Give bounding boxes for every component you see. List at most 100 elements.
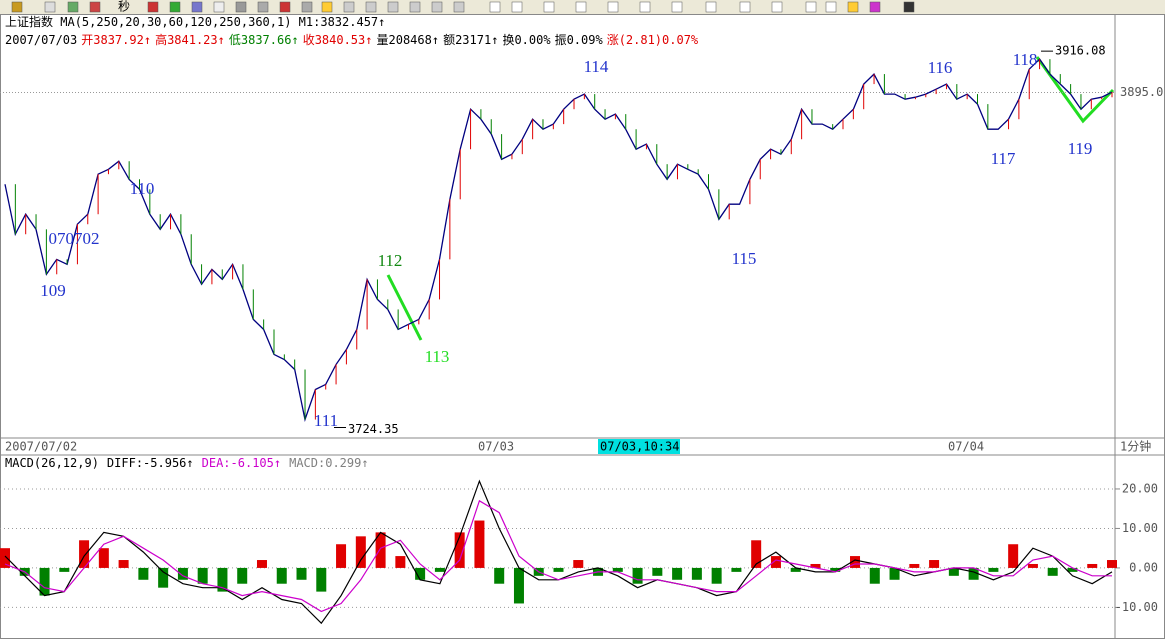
macd-bar <box>1107 560 1117 568</box>
macd-title: MACD(26,12,9) <box>5 456 99 470</box>
extreme-label: 3724.35 <box>348 422 399 436</box>
info-item: 涨(2.81)0.07% <box>607 32 699 47</box>
macd-bar <box>217 567 228 592</box>
period-label: 1分钟 <box>1120 439 1151 454</box>
macd-bar <box>1067 567 1078 572</box>
info-item: 开3837.92↑ <box>81 33 151 47</box>
macd-bar <box>454 532 465 568</box>
readout: M1:3832.457↑ <box>299 15 386 29</box>
title: 上证指数 <box>5 14 53 29</box>
wave-label: 109 <box>40 281 66 300</box>
macd-line <box>4 479 1113 625</box>
info-item: 振0.09% <box>555 33 604 47</box>
legend-item: DIFF:-5.956↑ <box>107 456 194 470</box>
date-label: 07/03,10:34 <box>600 440 679 454</box>
macd-bar <box>316 567 327 592</box>
y-tick-label: 10.00 <box>1122 521 1158 535</box>
wave-label: 070702 <box>49 229 100 248</box>
macd-bar <box>1047 567 1058 576</box>
macd-bar <box>474 520 485 568</box>
macd-bar <box>158 567 169 588</box>
macd-bar <box>968 567 979 580</box>
macd-bar <box>513 567 524 604</box>
info-item: 换0.00% <box>502 33 551 47</box>
macd-bar <box>138 567 149 580</box>
macd-bar <box>751 540 762 568</box>
macd-bar <box>810 563 821 568</box>
wave-label: 111 <box>314 411 338 430</box>
macd-bar <box>1008 544 1019 568</box>
frame <box>0 14 1165 639</box>
macd-bar <box>1027 563 1038 568</box>
macd-bar <box>39 567 50 596</box>
macd-bar <box>553 567 564 572</box>
wave-label: 112 <box>378 251 403 270</box>
extreme-label: 3916.08 <box>1055 44 1106 58</box>
macd-bar <box>79 540 90 568</box>
date-label: 07/04 <box>948 440 984 454</box>
wave-label: 114 <box>584 57 609 76</box>
macd-bar <box>612 567 623 572</box>
macd-bar <box>296 567 307 580</box>
wave-label: 115 <box>732 249 757 268</box>
macd-bar <box>375 532 386 568</box>
macd-bar <box>850 556 861 568</box>
macd-bar <box>395 556 406 568</box>
wave-label: 119 <box>1068 139 1093 158</box>
info-item: 额23171↑ <box>443 33 498 47</box>
wave-label: 110 <box>130 179 155 198</box>
macd-header: MACD(26,12,9) DIFF:-5.956↑ DEA:-6.105↑ MACD… <box>5 456 369 470</box>
macd-bar <box>731 567 742 572</box>
toolbar-label[interactable]: 秒 <box>118 0 130 14</box>
macd-bar <box>652 567 663 576</box>
legend-item: DEA:-6.105↑ <box>202 456 281 470</box>
macd-bar <box>889 567 900 580</box>
header: 上证指数 MA(5,250,20,30,60,120,250,360,1) M1… <box>5 14 385 29</box>
macd-bar <box>0 548 10 568</box>
indicator: MA(5,250,20,30,60,120,250,360,1) <box>60 15 291 29</box>
info-item: 低3837.66↑ <box>229 33 299 47</box>
macd-bar <box>415 567 426 580</box>
macd-bar <box>790 567 801 572</box>
info-line: 2007/07/03 开3837.92↑ 高3841.23↑ 低3837.66↑ 收38… <box>5 32 699 47</box>
macd-bar <box>494 567 505 584</box>
info-item: 收3840.53↑ <box>303 33 373 47</box>
macd-bar <box>434 567 445 572</box>
macd-bar <box>256 560 267 568</box>
macd-bar <box>336 544 347 568</box>
wave-label: 113 <box>425 347 450 366</box>
info-item: 高3841.23↑ <box>155 32 225 47</box>
legend-item: MACD:0.299↑ <box>289 456 368 470</box>
macd-bar <box>98 548 109 568</box>
macd-bar <box>691 567 702 580</box>
date-label: 2007/07/02 <box>5 440 77 454</box>
y-tick-label: -10.00 <box>1115 600 1158 614</box>
macd-bar <box>711 567 722 584</box>
macd-bar <box>770 556 781 568</box>
macd-bar <box>632 567 643 584</box>
macd-bar <box>830 567 841 572</box>
y-tick-label: 3895.0 <box>1120 85 1163 99</box>
wave-label: 117 <box>991 149 1016 168</box>
price-line <box>4 58 1113 422</box>
macd-bar <box>948 567 959 576</box>
macd-bar <box>1087 563 1098 568</box>
date-label: 07/03 <box>478 440 514 454</box>
macd-bar <box>197 567 208 584</box>
macd-bar <box>909 563 920 568</box>
wave-label: 118 <box>1013 50 1038 69</box>
info-item: 量208468↑ <box>377 33 440 47</box>
y-tick-label: 20.00 <box>1122 481 1158 495</box>
y-tick-label: 0.00 <box>1129 560 1158 574</box>
toolbar-icons <box>11 1 915 13</box>
macd-bar <box>869 567 880 584</box>
macd-bar <box>276 567 287 584</box>
macd-bar <box>929 560 940 568</box>
info-item: 2007/07/03 <box>5 33 77 47</box>
macd-line <box>4 499 1112 613</box>
macd-bar <box>988 567 999 572</box>
wave-label: 116 <box>928 58 953 77</box>
macd-bar <box>672 567 683 580</box>
cursor-date-box <box>598 439 680 454</box>
